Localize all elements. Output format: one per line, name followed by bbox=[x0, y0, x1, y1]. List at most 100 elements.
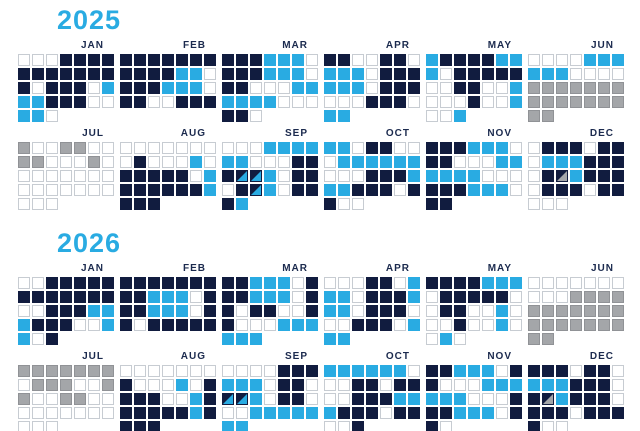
day-cell-3 bbox=[454, 277, 466, 289]
day-cell-10 bbox=[352, 156, 364, 168]
day-cell-8 bbox=[528, 379, 540, 391]
day-cell-7 bbox=[204, 54, 216, 66]
day-cell-12 bbox=[380, 156, 392, 168]
day-cell-4 bbox=[468, 277, 480, 289]
day-cell-26 bbox=[584, 319, 596, 331]
day-cell-24 bbox=[46, 407, 58, 419]
day-cell-29 bbox=[120, 198, 132, 210]
day-cell-17 bbox=[454, 82, 466, 94]
day-cell-16 bbox=[236, 305, 248, 317]
day-cell-14 bbox=[510, 379, 522, 391]
day-cell-3 bbox=[46, 54, 58, 66]
day-cell-11 bbox=[60, 68, 72, 80]
month-nov-2026: NOV bbox=[426, 351, 522, 431]
day-cell-17 bbox=[250, 82, 262, 94]
month-label: MAY bbox=[487, 40, 512, 51]
day-cell-11 bbox=[570, 156, 582, 168]
day-cell-8 bbox=[18, 379, 30, 391]
day-cell-19 bbox=[482, 170, 494, 182]
day-cell-27 bbox=[190, 407, 202, 419]
day-grid bbox=[426, 54, 522, 122]
day-cell-11 bbox=[366, 156, 378, 168]
day-cell-10 bbox=[352, 379, 364, 391]
day-cell-16 bbox=[32, 305, 44, 317]
day-grid bbox=[324, 142, 420, 210]
day-cell-4 bbox=[60, 277, 72, 289]
day-cell-22 bbox=[528, 96, 540, 108]
month-apr-2025: APR bbox=[324, 40, 420, 122]
day-cell-25 bbox=[366, 407, 378, 419]
day-cell-15 bbox=[324, 305, 336, 317]
day-cell-20 bbox=[292, 305, 304, 317]
day-cell-5 bbox=[74, 277, 86, 289]
day-cell-17 bbox=[352, 170, 364, 182]
day-cell-29 bbox=[324, 198, 336, 210]
month-sep-2026: SEP bbox=[222, 351, 318, 431]
day-cell-20 bbox=[190, 305, 202, 317]
day-cell-28 bbox=[408, 184, 420, 196]
day-cell-5 bbox=[176, 54, 188, 66]
day-grid bbox=[120, 365, 216, 431]
day-cell-4 bbox=[570, 54, 582, 66]
day-cell-30 bbox=[32, 110, 44, 122]
day-cell-23 bbox=[440, 184, 452, 196]
day-cell-21 bbox=[408, 305, 420, 317]
day-cell-8 bbox=[222, 156, 234, 168]
day-cell-31 bbox=[454, 110, 466, 122]
day-cell-17 bbox=[352, 305, 364, 317]
day-cell-15 bbox=[18, 393, 30, 405]
day-cell-20 bbox=[598, 393, 610, 405]
day-cell-4 bbox=[60, 365, 72, 377]
day-cell-21 bbox=[102, 170, 114, 182]
day-cell-17 bbox=[46, 305, 58, 317]
day-cell-29 bbox=[528, 333, 540, 345]
day-cell-19 bbox=[584, 393, 596, 405]
day-cell-28 bbox=[306, 184, 318, 196]
day-cell-24 bbox=[352, 96, 364, 108]
day-cell-15 bbox=[426, 82, 438, 94]
day-cell-17 bbox=[352, 393, 364, 405]
day-cell-3 bbox=[148, 277, 160, 289]
day-cell-17 bbox=[250, 393, 262, 405]
day-cell-7 bbox=[408, 365, 420, 377]
day-cell-15 bbox=[222, 393, 234, 405]
month-mar-2026: MAR bbox=[222, 263, 318, 345]
day-cell-5 bbox=[74, 142, 86, 154]
day-cell-19 bbox=[278, 170, 290, 182]
day-cell-11 bbox=[264, 68, 276, 80]
day-cell-2 bbox=[236, 142, 248, 154]
day-cell-12 bbox=[176, 291, 188, 303]
day-cell-20 bbox=[496, 305, 508, 317]
day-cell-10 bbox=[250, 68, 262, 80]
day-cell-20 bbox=[598, 82, 610, 94]
day-cell-11 bbox=[162, 156, 174, 168]
day-cell-24 bbox=[148, 319, 160, 331]
day-cell-7 bbox=[204, 142, 216, 154]
day-cell-10 bbox=[148, 68, 160, 80]
day-cell-24 bbox=[454, 319, 466, 331]
day-cell-29 bbox=[324, 333, 336, 345]
day-cell-20 bbox=[88, 393, 100, 405]
day-cell-27 bbox=[88, 96, 100, 108]
day-cell-26 bbox=[482, 184, 494, 196]
day-cell-20 bbox=[496, 393, 508, 405]
day-cell-28 bbox=[408, 319, 420, 331]
day-cell-29 bbox=[18, 333, 30, 345]
day-cell-6 bbox=[190, 54, 202, 66]
day-cell-26 bbox=[482, 319, 494, 331]
day-cell-13 bbox=[292, 68, 304, 80]
day-cell-10 bbox=[454, 156, 466, 168]
day-cell-23 bbox=[236, 184, 248, 196]
day-cell-27 bbox=[190, 319, 202, 331]
day-cell-19 bbox=[584, 170, 596, 182]
day-cell-13 bbox=[190, 68, 202, 80]
day-grid bbox=[120, 54, 216, 108]
day-cell-4 bbox=[366, 277, 378, 289]
day-cell-16 bbox=[440, 305, 452, 317]
day-cell-9 bbox=[134, 291, 146, 303]
day-cell-8 bbox=[222, 291, 234, 303]
day-cell-18 bbox=[570, 305, 582, 317]
day-cell-16 bbox=[134, 305, 146, 317]
day-cell-3 bbox=[46, 277, 58, 289]
day-cell-11 bbox=[468, 156, 480, 168]
